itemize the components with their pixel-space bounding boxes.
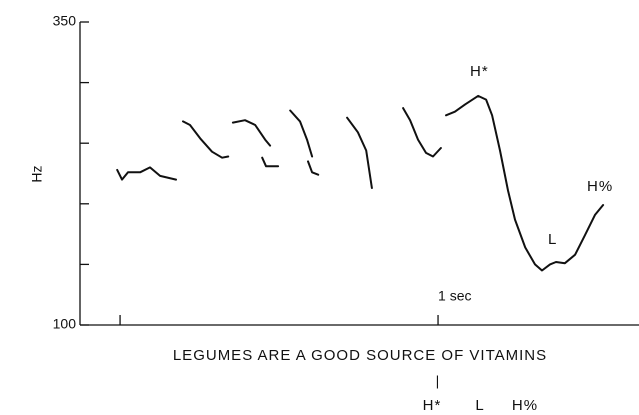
- y-tick-label: 100: [53, 316, 77, 332]
- tone-label: |: [436, 373, 441, 389]
- x-tick-label: 1 sec: [438, 288, 471, 304]
- y-axis-label: Hz: [29, 165, 45, 182]
- tone-label: L: [548, 231, 557, 248]
- sentence: LEGUMES ARE A GOOD SOURCE OF VITAMINS: [173, 347, 547, 364]
- tone-label: H%: [512, 397, 538, 414]
- pitch-contour: [116, 94, 605, 272]
- tone-label: L: [475, 397, 484, 414]
- tone-label: H*: [470, 63, 489, 80]
- y-tick-label: 350: [53, 13, 77, 29]
- tone-label: H*: [423, 397, 442, 414]
- tone-label: H%: [587, 178, 613, 195]
